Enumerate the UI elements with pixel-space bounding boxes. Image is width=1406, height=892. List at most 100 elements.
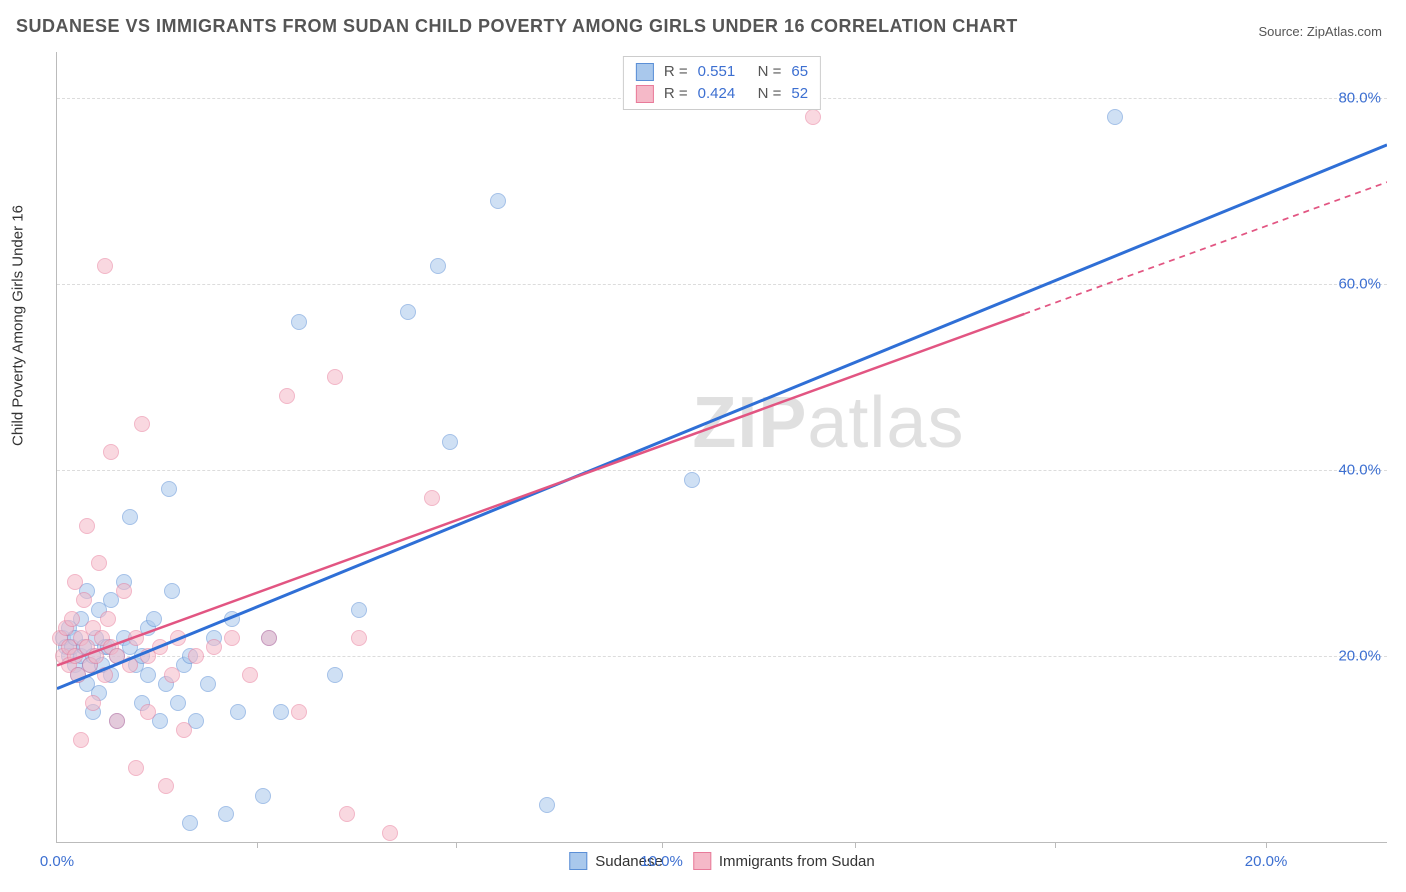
scatter-point xyxy=(255,788,271,804)
scatter-point xyxy=(442,434,458,450)
stat-n-value: 52 xyxy=(791,83,808,105)
gridline xyxy=(57,656,1387,657)
scatter-point xyxy=(188,648,204,664)
scatter-point xyxy=(206,639,222,655)
series-legend: SudaneseImmigrants from Sudan xyxy=(569,852,874,870)
stats-legend-row: R = 0.424 N = 52 xyxy=(636,83,808,105)
scatter-point xyxy=(122,657,138,673)
source-prefix: Source: xyxy=(1258,24,1306,39)
trend-line xyxy=(57,314,1024,665)
scatter-point xyxy=(158,778,174,794)
scatter-point xyxy=(327,667,343,683)
scatter-point xyxy=(152,639,168,655)
x-tick-mark xyxy=(1055,842,1056,848)
legend-swatch xyxy=(636,63,654,81)
scatter-point xyxy=(339,806,355,822)
x-tick-mark xyxy=(456,842,457,848)
scatter-point xyxy=(79,518,95,534)
scatter-point xyxy=(291,314,307,330)
stat-n-value: 65 xyxy=(791,61,808,83)
x-tick-label: 20.0% xyxy=(1245,853,1288,870)
scatter-point xyxy=(76,592,92,608)
gridline xyxy=(57,470,1387,471)
y-tick-label: 40.0% xyxy=(1338,462,1381,479)
scatter-point xyxy=(170,695,186,711)
scatter-point xyxy=(351,602,367,618)
trend-line-dashed xyxy=(1024,182,1387,314)
stats-legend-row: R = 0.551 N = 65 xyxy=(636,61,808,83)
legend-swatch xyxy=(636,85,654,103)
x-tick-mark xyxy=(855,842,856,848)
scatter-point xyxy=(1107,109,1123,125)
watermark-bold: ZIP xyxy=(692,383,807,463)
source-attribution: Source: ZipAtlas.com xyxy=(1258,24,1382,39)
legend-label: Immigrants from Sudan xyxy=(719,853,875,870)
scatter-point xyxy=(224,630,240,646)
scatter-point xyxy=(91,555,107,571)
stat-n-label: N = xyxy=(758,61,782,83)
scatter-point xyxy=(116,583,132,599)
scatter-point xyxy=(67,574,83,590)
scatter-point xyxy=(230,704,246,720)
scatter-point xyxy=(430,258,446,274)
stat-r-value: 0.551 xyxy=(698,61,748,83)
trend-line xyxy=(57,145,1387,689)
x-tick-mark xyxy=(662,842,663,848)
scatter-point xyxy=(279,388,295,404)
scatter-point xyxy=(170,630,186,646)
source-name: ZipAtlas.com xyxy=(1307,24,1382,39)
scatter-point xyxy=(176,722,192,738)
scatter-point xyxy=(97,258,113,274)
x-tick-mark xyxy=(257,842,258,848)
scatter-point xyxy=(128,760,144,776)
y-tick-label: 80.0% xyxy=(1338,90,1381,107)
correlation-stats-legend: R = 0.551 N = 65 R = 0.424 N = 52 xyxy=(623,56,821,110)
legend-swatch xyxy=(569,852,587,870)
scatter-point xyxy=(805,109,821,125)
scatter-point xyxy=(490,193,506,209)
scatter-point xyxy=(242,667,258,683)
chart-plot-area: ZIPatlas R =0.551N =65R =0.424N =52 Suda… xyxy=(56,52,1387,843)
scatter-point xyxy=(128,630,144,646)
x-tick-label: 0.0% xyxy=(40,853,74,870)
scatter-point xyxy=(273,704,289,720)
scatter-point xyxy=(146,611,162,627)
scatter-point xyxy=(73,732,89,748)
scatter-point xyxy=(327,369,343,385)
watermark-rest: atlas xyxy=(807,383,964,463)
stat-n-label: N = xyxy=(758,83,782,105)
scatter-point xyxy=(122,509,138,525)
scatter-point xyxy=(140,704,156,720)
chart-title: SUDANESE VS IMMIGRANTS FROM SUDAN CHILD … xyxy=(16,16,1018,37)
scatter-point xyxy=(261,630,277,646)
scatter-point xyxy=(64,611,80,627)
scatter-point xyxy=(351,630,367,646)
scatter-point xyxy=(97,667,113,683)
scatter-point xyxy=(140,667,156,683)
scatter-point xyxy=(291,704,307,720)
x-tick-mark xyxy=(1266,842,1267,848)
stat-r-label: R = xyxy=(664,83,688,105)
scatter-point xyxy=(224,611,240,627)
watermark-text: ZIPatlas xyxy=(692,382,964,464)
y-axis-label: Child Poverty Among Girls Under 16 xyxy=(10,205,27,446)
trend-lines-layer xyxy=(57,52,1387,842)
scatter-point xyxy=(161,481,177,497)
legend-item: Immigrants from Sudan xyxy=(693,852,875,870)
y-tick-label: 60.0% xyxy=(1338,276,1381,293)
scatter-point xyxy=(400,304,416,320)
scatter-point xyxy=(539,797,555,813)
scatter-point xyxy=(100,611,116,627)
scatter-point xyxy=(109,713,125,729)
scatter-point xyxy=(164,583,180,599)
stat-r-value: 0.424 xyxy=(698,83,748,105)
scatter-point xyxy=(218,806,234,822)
scatter-point xyxy=(134,416,150,432)
scatter-point xyxy=(684,472,700,488)
scatter-point xyxy=(103,444,119,460)
scatter-point xyxy=(382,825,398,841)
legend-swatch xyxy=(693,852,711,870)
y-tick-label: 20.0% xyxy=(1338,648,1381,665)
stat-r-label: R = xyxy=(664,61,688,83)
scatter-point xyxy=(164,667,180,683)
